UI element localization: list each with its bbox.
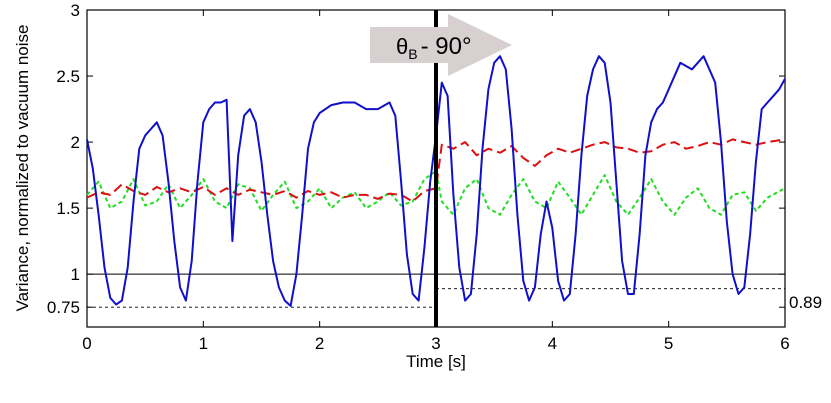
x-tick-label-2: 2 <box>315 334 324 353</box>
x-tick-label-1: 1 <box>199 334 208 353</box>
y-tick-label-0: 0.75 <box>47 298 80 317</box>
x-tick-label-5: 5 <box>664 334 673 353</box>
series-line-1 <box>86 138 786 203</box>
series-line-0 <box>86 55 786 307</box>
right-annotation: 0.89 <box>789 293 822 312</box>
arrow-label-sub: B <box>408 46 417 62</box>
series-lines <box>86 55 786 307</box>
arrow-label-theta: θ <box>396 34 408 59</box>
y-axis-label: Variance, normalized to vacuum noise <box>13 25 32 312</box>
arrow-label-rest: - 90° <box>421 33 472 60</box>
x-tick-label-6: 6 <box>780 334 789 353</box>
y-tick-label-1: 1 <box>71 265 80 284</box>
series-line-2 <box>86 170 786 216</box>
y-tick-label-4: 2.5 <box>56 67 80 86</box>
x-axis-label: Time [s] <box>406 352 466 371</box>
x-tick-label-3: 3 <box>431 334 440 353</box>
y-tick-label-5: 3 <box>71 1 80 20</box>
y-axis-ticks: 0.75 1 1.5 2 2.5 3 <box>47 1 785 317</box>
arrow-annotation: θB - 90° <box>370 14 512 76</box>
y-tick-label-2: 1.5 <box>56 199 80 218</box>
arrow-shape <box>370 14 512 76</box>
x-tick-label-4: 4 <box>548 334 557 353</box>
arrow-label: θB - 90° <box>396 33 472 62</box>
y-tick-label-3: 2 <box>71 133 80 152</box>
x-tick-label-0: 0 <box>82 334 91 353</box>
x-axis-ticks: 0 1 2 3 4 5 6 <box>82 10 790 353</box>
